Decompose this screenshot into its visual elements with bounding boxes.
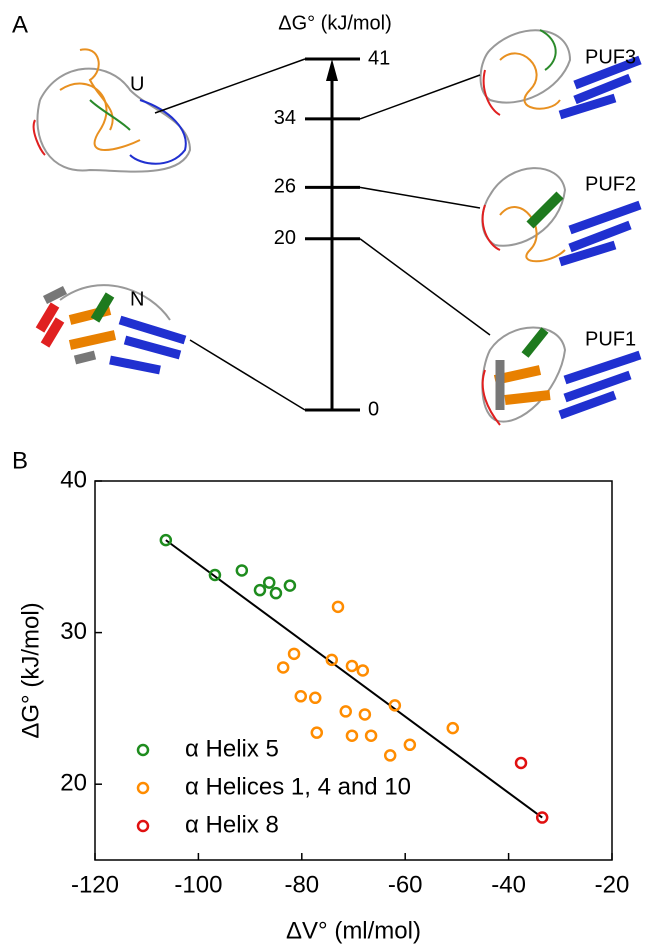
plot-frame	[94, 480, 613, 861]
y-axis-label: ΔG° (kJ/mol)	[17, 602, 44, 738]
connector	[359, 74, 481, 120]
structure-puf2	[481, 167, 642, 267]
data-point	[345, 659, 359, 673]
data-point	[269, 586, 283, 600]
data-point	[262, 576, 276, 589]
level-label: 26	[274, 176, 296, 198]
legend-marker	[136, 781, 150, 795]
connector	[189, 339, 306, 411]
state-label: N	[130, 288, 144, 310]
data-point	[535, 811, 549, 824]
level-label: 41	[368, 47, 390, 69]
data-point	[235, 564, 249, 577]
data-point	[514, 756, 528, 770]
data-point	[159, 533, 173, 547]
legend-label: α Helix 8	[185, 811, 279, 838]
data-point	[339, 705, 352, 718]
level-label: 20	[274, 227, 296, 249]
x-tick-label: -40	[491, 871, 526, 898]
data-point	[345, 729, 359, 742]
y-tick-label: 20	[60, 770, 87, 797]
data-point	[356, 664, 370, 677]
x-tick-label: -100	[174, 871, 222, 898]
data-point	[403, 738, 417, 752]
legend-marker	[136, 743, 150, 757]
structure-puf1	[481, 326, 642, 426]
x-tick-label: -20	[595, 871, 630, 898]
structure-u	[32, 48, 192, 173]
data-point	[253, 583, 267, 597]
data-point	[325, 653, 339, 667]
legend-marker	[136, 819, 150, 833]
legend-label: α Helix 5	[185, 735, 279, 762]
level-label: 0	[368, 398, 379, 420]
x-axis-label: ΔV° (ml/mol)	[286, 917, 421, 944]
data-point	[383, 749, 397, 762]
data-point	[308, 691, 322, 705]
connector	[359, 186, 481, 209]
legend-label: α Helices 1, 4 and 10	[185, 773, 411, 800]
connector	[359, 238, 491, 336]
x-tick-label: -80	[284, 871, 319, 898]
state-label: U	[130, 73, 144, 95]
data-point	[388, 699, 402, 712]
level-label: 34	[274, 107, 296, 129]
data-point	[331, 600, 345, 614]
x-tick-label: -60	[388, 871, 423, 898]
data-point	[283, 579, 297, 592]
y-tick-label: 30	[60, 618, 87, 645]
fit-line	[165, 539, 543, 819]
state-label: PUF1	[585, 328, 636, 350]
structure-puf3	[479, 29, 642, 120]
panel-label: A	[12, 11, 28, 38]
data-point	[294, 690, 308, 703]
y-tick-label: 40	[60, 466, 87, 493]
data-point	[208, 568, 222, 582]
state-label: PUF2	[585, 173, 636, 195]
x-tick-label: -120	[71, 871, 119, 898]
axis-label: ΔG° (kJ/mol)	[278, 12, 392, 34]
data-point	[358, 708, 372, 721]
data-point	[364, 729, 378, 742]
state-label: PUF3	[585, 46, 636, 68]
data-point	[276, 661, 290, 674]
structure-n	[35, 284, 187, 375]
axis-arrow	[326, 59, 338, 81]
panel-label: B	[12, 447, 28, 474]
data-point	[310, 726, 324, 739]
connector	[154, 58, 306, 114]
data-point	[287, 647, 301, 661]
data-point	[446, 721, 460, 735]
